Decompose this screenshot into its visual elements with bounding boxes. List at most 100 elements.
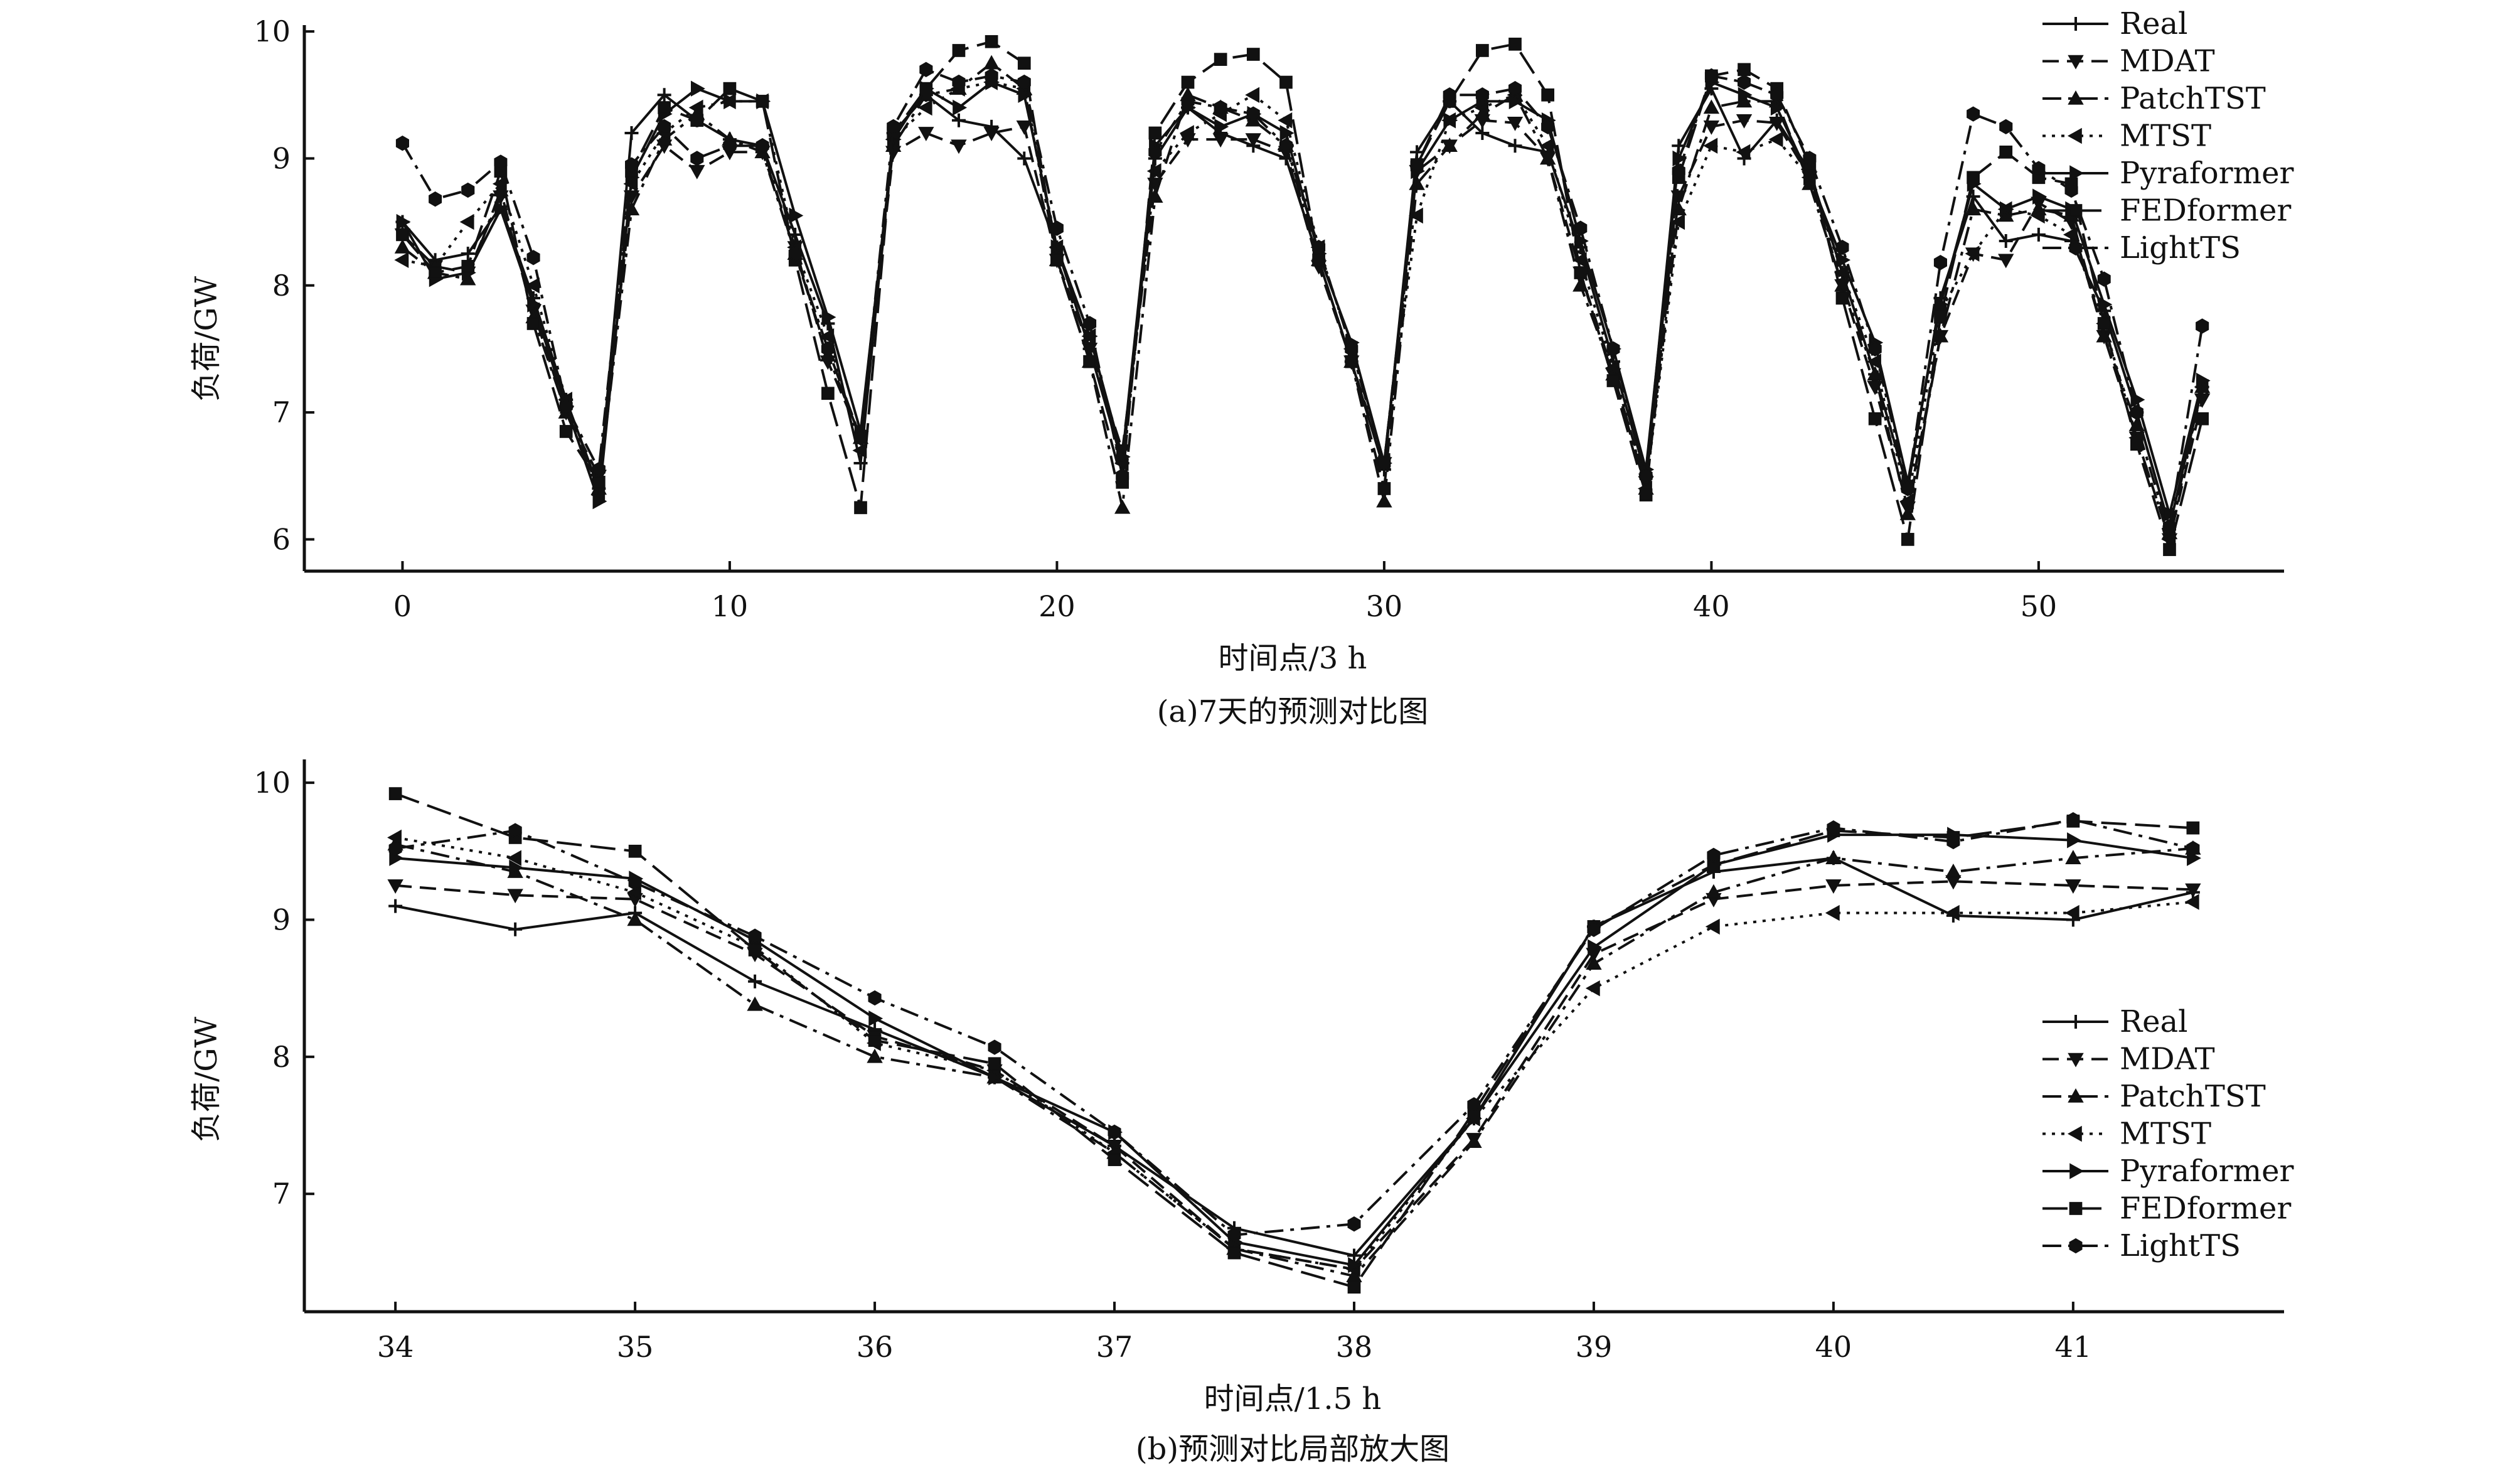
data-point-lightts bbox=[919, 62, 933, 77]
data-point-fedformer bbox=[658, 101, 671, 114]
data-point-pyraformer bbox=[1999, 201, 2014, 218]
data-point-lightts bbox=[1227, 1227, 1241, 1243]
series-line-lightts bbox=[401, 68, 2204, 528]
data-point-mdat bbox=[1507, 116, 1524, 131]
series-line-real bbox=[401, 87, 2204, 528]
data-point-fedformer bbox=[985, 35, 998, 48]
data-point-fedformer bbox=[388, 787, 402, 800]
data-point-lightts bbox=[1574, 220, 1588, 236]
data-point-fedformer bbox=[2186, 821, 2200, 835]
data-point-lightts bbox=[2097, 271, 2111, 287]
data-point-lightts bbox=[1868, 341, 1882, 357]
data-point-mtst bbox=[507, 850, 521, 866]
data-point-fedformer bbox=[1108, 1153, 1121, 1166]
data-point-patchtst bbox=[1867, 366, 1883, 381]
y-tick-label-b: 8 bbox=[272, 1040, 291, 1074]
data-point-pyraformer bbox=[868, 1010, 884, 1027]
y-tick-label-b: 9 bbox=[272, 903, 291, 936]
data-point-fedformer bbox=[1999, 145, 2013, 159]
x-tick-label-a: 10 bbox=[712, 589, 749, 623]
data-point-lightts bbox=[1803, 151, 1817, 166]
data-point-mtst bbox=[1705, 918, 1720, 935]
data-point-lightts bbox=[1467, 1097, 1481, 1113]
data-point-pyraformer bbox=[723, 93, 738, 110]
data-point-patchtst bbox=[1703, 99, 1720, 114]
x-tick-label-a: 20 bbox=[1038, 589, 1076, 623]
data-point-pyraformer bbox=[1588, 939, 1603, 955]
data-point-fedformer bbox=[1508, 37, 1522, 51]
data-point-lightts bbox=[1508, 81, 1522, 97]
data-point-mtst bbox=[387, 829, 402, 846]
data-point-lightts bbox=[821, 341, 835, 357]
data-point-fedformer bbox=[1868, 412, 1882, 426]
legend-label-fedformer: FEDformer bbox=[2120, 193, 2291, 228]
data-point-lightts bbox=[658, 119, 671, 135]
data-point-lightts bbox=[1050, 220, 1064, 236]
data-point-mtst bbox=[688, 99, 703, 116]
data-point-mtst bbox=[1703, 137, 1718, 154]
data-point-fedformer bbox=[1377, 482, 1391, 495]
data-point-lightts bbox=[628, 875, 642, 891]
data-point-real bbox=[1410, 145, 1424, 159]
data-point-mdat bbox=[1998, 254, 2014, 269]
legend-marker-mdat bbox=[2068, 1053, 2084, 1068]
x-axis-label-a: 时间点/3 h bbox=[1219, 641, 1367, 676]
data-point-pyraformer bbox=[1508, 93, 1524, 110]
data-point-lightts bbox=[985, 68, 998, 84]
data-point-mdat bbox=[1768, 116, 1785, 131]
data-point-lightts bbox=[2032, 161, 2046, 176]
data-point-mtst bbox=[1408, 207, 1423, 224]
data-point-mtst bbox=[852, 442, 867, 459]
data-point-mtst bbox=[1768, 131, 1783, 147]
data-point-pyraformer bbox=[1214, 119, 1229, 135]
data-point-mdat bbox=[387, 879, 403, 894]
data-point-lightts bbox=[723, 138, 737, 154]
data-point-pyraformer bbox=[1803, 169, 1818, 186]
y-tick-label-b: 10 bbox=[254, 766, 291, 800]
data-point-fedformer bbox=[690, 114, 704, 127]
legend-marker-lightts bbox=[2069, 1238, 2083, 1254]
data-point-fedformer bbox=[2097, 317, 2111, 330]
data-point-fedformer bbox=[1050, 253, 1064, 267]
data-point-fedformer bbox=[1639, 488, 1653, 501]
data-point-real bbox=[1347, 1248, 1361, 1263]
data-point-patchtst bbox=[1706, 884, 1722, 899]
x-axis-label-b: 时间点/1.5 h bbox=[1204, 1381, 1382, 1417]
data-point-lightts bbox=[1770, 87, 1784, 103]
data-point-lightts bbox=[625, 157, 638, 173]
panel-a: 0 10 20 30 40 50 6 7 8 9 10 RealMDATPatchTSTMTSTPy… bbox=[189, 6, 2294, 729]
legend-marker-pyraformer bbox=[2069, 1163, 2085, 1179]
x-tick-label-a: 50 bbox=[2021, 589, 2058, 623]
data-point-mtst bbox=[2184, 894, 2199, 910]
data-point-fedformer bbox=[429, 266, 442, 279]
data-point-fedformer bbox=[1967, 171, 1980, 185]
data-point-fedformer bbox=[559, 425, 573, 438]
data-point-fedformer bbox=[1227, 1246, 1241, 1260]
series-line-patchtst bbox=[395, 843, 2194, 1278]
legend-marker-real bbox=[2069, 17, 2083, 31]
data-point-pyraformer bbox=[396, 213, 411, 230]
panel-caption-a: (a)7天的预测对比图 bbox=[1157, 694, 1429, 729]
data-point-fedformer bbox=[396, 228, 409, 242]
data-point-lightts bbox=[887, 119, 900, 135]
data-point-lightts bbox=[429, 191, 442, 207]
data-point-real bbox=[657, 88, 671, 102]
data-point-real bbox=[1999, 233, 2013, 248]
data-point-lightts bbox=[854, 430, 868, 446]
data-point-lightts bbox=[1707, 847, 1721, 864]
data-point-mdat bbox=[951, 139, 967, 154]
series-line-mdat bbox=[395, 880, 2193, 1271]
data-point-pyraformer bbox=[2032, 188, 2047, 205]
series-line-fedformer bbox=[395, 792, 2194, 1289]
data-point-pyraformer bbox=[1443, 112, 1458, 129]
data-point-lightts bbox=[2196, 318, 2209, 334]
data-point-mdat bbox=[983, 127, 1000, 142]
data-point-mtst bbox=[1585, 980, 1600, 997]
data-point-fedformer bbox=[1934, 310, 1947, 324]
data-point-lightts bbox=[1999, 119, 2013, 135]
legend-label-patchtst: PatchTST bbox=[2120, 1079, 2266, 1114]
legend-marker-fedformer bbox=[2069, 1202, 2083, 1215]
data-point-fedformer bbox=[1312, 253, 1325, 267]
data-point-mtst bbox=[2030, 207, 2045, 224]
data-point-fedformer bbox=[1541, 88, 1555, 102]
